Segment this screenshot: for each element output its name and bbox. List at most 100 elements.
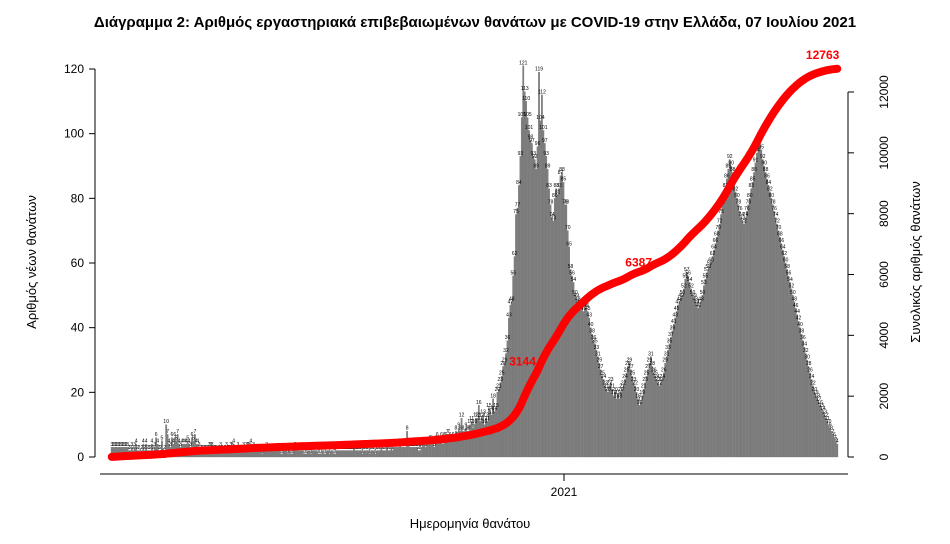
daily-deaths-bar [793,301,796,458]
daily-deaths-bar-label: 80 [769,193,775,199]
daily-deaths-bar-label: 13 [480,409,486,415]
daily-deaths-bar [720,214,722,458]
daily-deaths-bar-label: 3 [179,442,182,448]
daily-deaths-bar-label: 93 [531,151,537,157]
daily-deaths-bar-label: 8 [459,426,462,432]
cumulative-deaths-path [107,64,842,461]
daily-deaths-bar-label: 27 [598,364,604,370]
daily-deaths-bar-label: 58 [568,264,574,270]
daily-deaths-bar-label: 1 [323,448,326,454]
daily-deaths-bar [539,120,542,458]
daily-deaths-bar-label: 2 [146,445,149,451]
chart-title: Διάγραμμα 2: Αριθμός εργαστηριακά επιβεβ… [94,14,856,31]
daily-deaths-bar [394,447,397,458]
daily-deaths-bar [546,169,549,458]
daily-deaths-bar [450,440,453,458]
daily-deaths-bar [770,198,773,458]
left-y-axis: 0 20 40 60 80 100 120 [64,62,96,464]
daily-deaths-bar [555,188,558,458]
daily-deaths-bar [295,450,298,458]
daily-deaths-bar [357,450,360,458]
daily-deaths-bar-label: 48 [791,296,797,302]
daily-deaths-bar-label: 27 [645,364,651,370]
daily-deaths-bar [819,405,821,458]
daily-deaths-bar [657,382,659,458]
daily-deaths-bar [614,392,616,458]
daily-deaths-bar [812,385,814,458]
daily-deaths-bar-label: 31 [595,351,601,357]
daily-deaths-bar-label: 83 [556,183,562,189]
daily-deaths-bar-label: 11 [825,416,830,422]
daily-deaths-bar-label: 3 [433,442,436,448]
daily-deaths-bar [771,204,774,458]
daily-deaths-bar [589,327,592,458]
daily-deaths-bar-label: 101 [539,125,548,131]
daily-deaths-bar-label: 1 [290,448,293,454]
daily-deaths-bar [806,359,809,458]
daily-deaths-bar-label: 48 [693,296,699,302]
daily-deaths-bar [680,298,682,458]
daily-deaths-bar [442,443,444,458]
daily-deaths-bar-label: 21 [496,384,502,390]
daily-deaths-bar [599,369,602,458]
daily-deaths-bar-label: 2 [419,445,422,451]
daily-deaths-bar-label: 24 [601,374,607,380]
daily-deaths-bar-label: 3 [424,442,427,448]
daily-deaths-bar-label: 112 [538,89,546,95]
daily-deaths-bar-label: 4 [196,439,199,445]
daily-deaths-bar [733,182,735,458]
daily-deaths-bar-label: 17 [638,397,644,403]
daily-deaths-bar-label: 83 [748,183,754,189]
daily-deaths-bar-label: 28 [500,361,506,367]
daily-deaths-bar [685,272,688,458]
daily-deaths-bar [337,450,340,458]
daily-deaths-bar-label: 3 [208,442,211,448]
daily-deaths-bar-label: 21 [619,384,625,390]
daily-deaths-bar-label: 1 [291,448,294,454]
daily-deaths-bar [648,363,651,458]
daily-deaths-bar-label: 48 [575,296,581,302]
daily-deaths-bar-label: 55 [683,274,689,280]
daily-deaths-bar-label: 1 [317,448,320,454]
left-y-tick-label: 80 [71,191,85,205]
daily-deaths-bar-label: 1 [374,448,377,454]
daily-deaths-bar-label: 48 [677,296,683,302]
daily-deaths-bar-label: 84 [766,180,772,186]
daily-deaths-bar-label: 3 [153,442,156,448]
daily-deaths-bar [343,450,345,458]
daily-deaths-bar [744,217,747,458]
daily-deaths-bar-label: 7 [463,429,466,435]
daily-deaths-bar [479,421,482,458]
daily-deaths-bar [736,198,738,458]
daily-deaths-bar [347,450,350,458]
daily-deaths-bar-label: 4 [145,439,148,445]
daily-deaths-bar-label: 83 [553,183,559,189]
daily-deaths-bar-label: 52 [681,283,687,289]
daily-deaths-bar-label: 58 [784,264,790,270]
daily-deaths-bar [505,353,507,458]
daily-deaths-bar [682,288,685,458]
daily-deaths-bar-label: 49 [691,293,697,299]
daily-deaths-bar [510,301,513,458]
daily-deaths-bar [780,243,783,458]
daily-deaths-bar [274,450,277,458]
daily-deaths-bar-label: 38 [589,329,595,335]
daily-deaths-bar-label: 19 [639,390,645,396]
daily-deaths-bar-label: 28 [650,361,656,367]
daily-deaths-bar [678,301,681,458]
daily-deaths-bar [298,450,301,458]
daily-deaths-bar [615,398,618,458]
daily-deaths-bar [601,376,603,458]
daily-deaths-bar [668,343,671,458]
daily-deaths-bar-label: 6 [191,432,194,438]
daily-deaths-bar-label: 45 [674,306,680,312]
daily-deaths-bar [746,211,748,458]
daily-deaths-bar-label: 78 [770,199,776,205]
daily-deaths-bar-label: 48 [698,296,704,302]
daily-deaths-bar-label: 6 [436,432,439,438]
daily-deaths-bar-label: 68 [777,232,783,238]
daily-deaths-bar-label: 22 [607,380,613,386]
daily-deaths-bar-label: 7 [446,429,449,435]
daily-deaths-bar-label: 47 [675,300,681,306]
daily-deaths-bar-label: 22 [632,380,638,386]
